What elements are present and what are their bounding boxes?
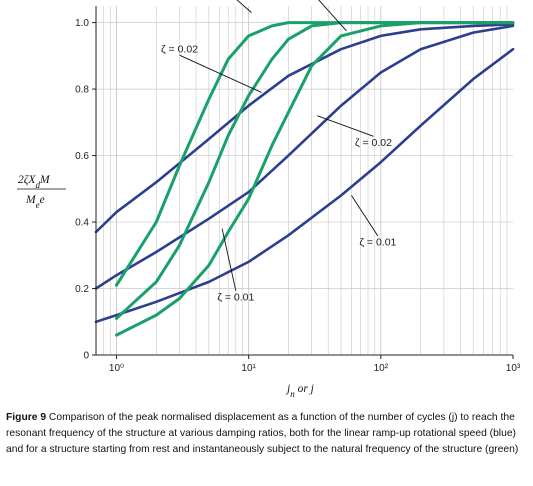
x-tick-label: 10⁰ [109,363,124,374]
caption-text: Comparison of the peak normalised displa… [6,412,519,455]
x-axis-label: jn or j [285,383,314,399]
y-tick-label: 1.0 [75,18,89,29]
annotation-label: ζ = 0.01 [217,291,254,303]
annotations: ζ = 0.04ζ = 0.04ζ = 0.02ζ = 0.02ζ = 0.01… [161,0,397,303]
annotation-label: ζ = 0.02 [355,137,392,149]
annotation-leader [221,228,237,291]
y-tick-label: 0.6 [75,151,89,162]
x-tick-label: 10¹ [241,363,256,374]
series-line-blue-3 [94,47,515,324]
series-line-blue-2 [94,24,515,290]
annotation-leader [179,54,262,93]
axes: 0 0.2 0.4 0.6 0.8 1.0 10⁰ 10¹ 10² 10³ [75,6,521,374]
y-tick-label: 0.2 [75,284,89,295]
x-tick-label: 10² [374,363,389,374]
x-tick-label: 10³ [506,363,521,374]
annotation-leader [317,115,374,137]
caption-label: Figure 9 [6,412,47,423]
y-tick-label: 0 [83,351,89,362]
y-axis-label-bottom: Mee [25,194,45,210]
y-tick-label: 0.4 [75,218,89,229]
y-axis-label-top: 2ζXdM [18,174,51,190]
annotation-label: ζ = 0.01 [359,236,396,248]
annotation-label: ζ = 0.02 [161,44,198,56]
series-line-green-5 [115,21,515,320]
series-line-green-6 [115,21,515,337]
series-line-blue-1 [94,22,515,234]
y-axis-label: 2ζXdM Mee [17,174,66,210]
plot-background [96,6,513,355]
series-lines [94,21,515,337]
annotation-leader [236,0,252,13]
figure-caption: Figure 9 Comparison of the peak normalis… [6,410,526,458]
annotation-leader [351,195,379,237]
annotation-leader [318,0,347,32]
y-tick-label: 0.8 [75,85,89,96]
